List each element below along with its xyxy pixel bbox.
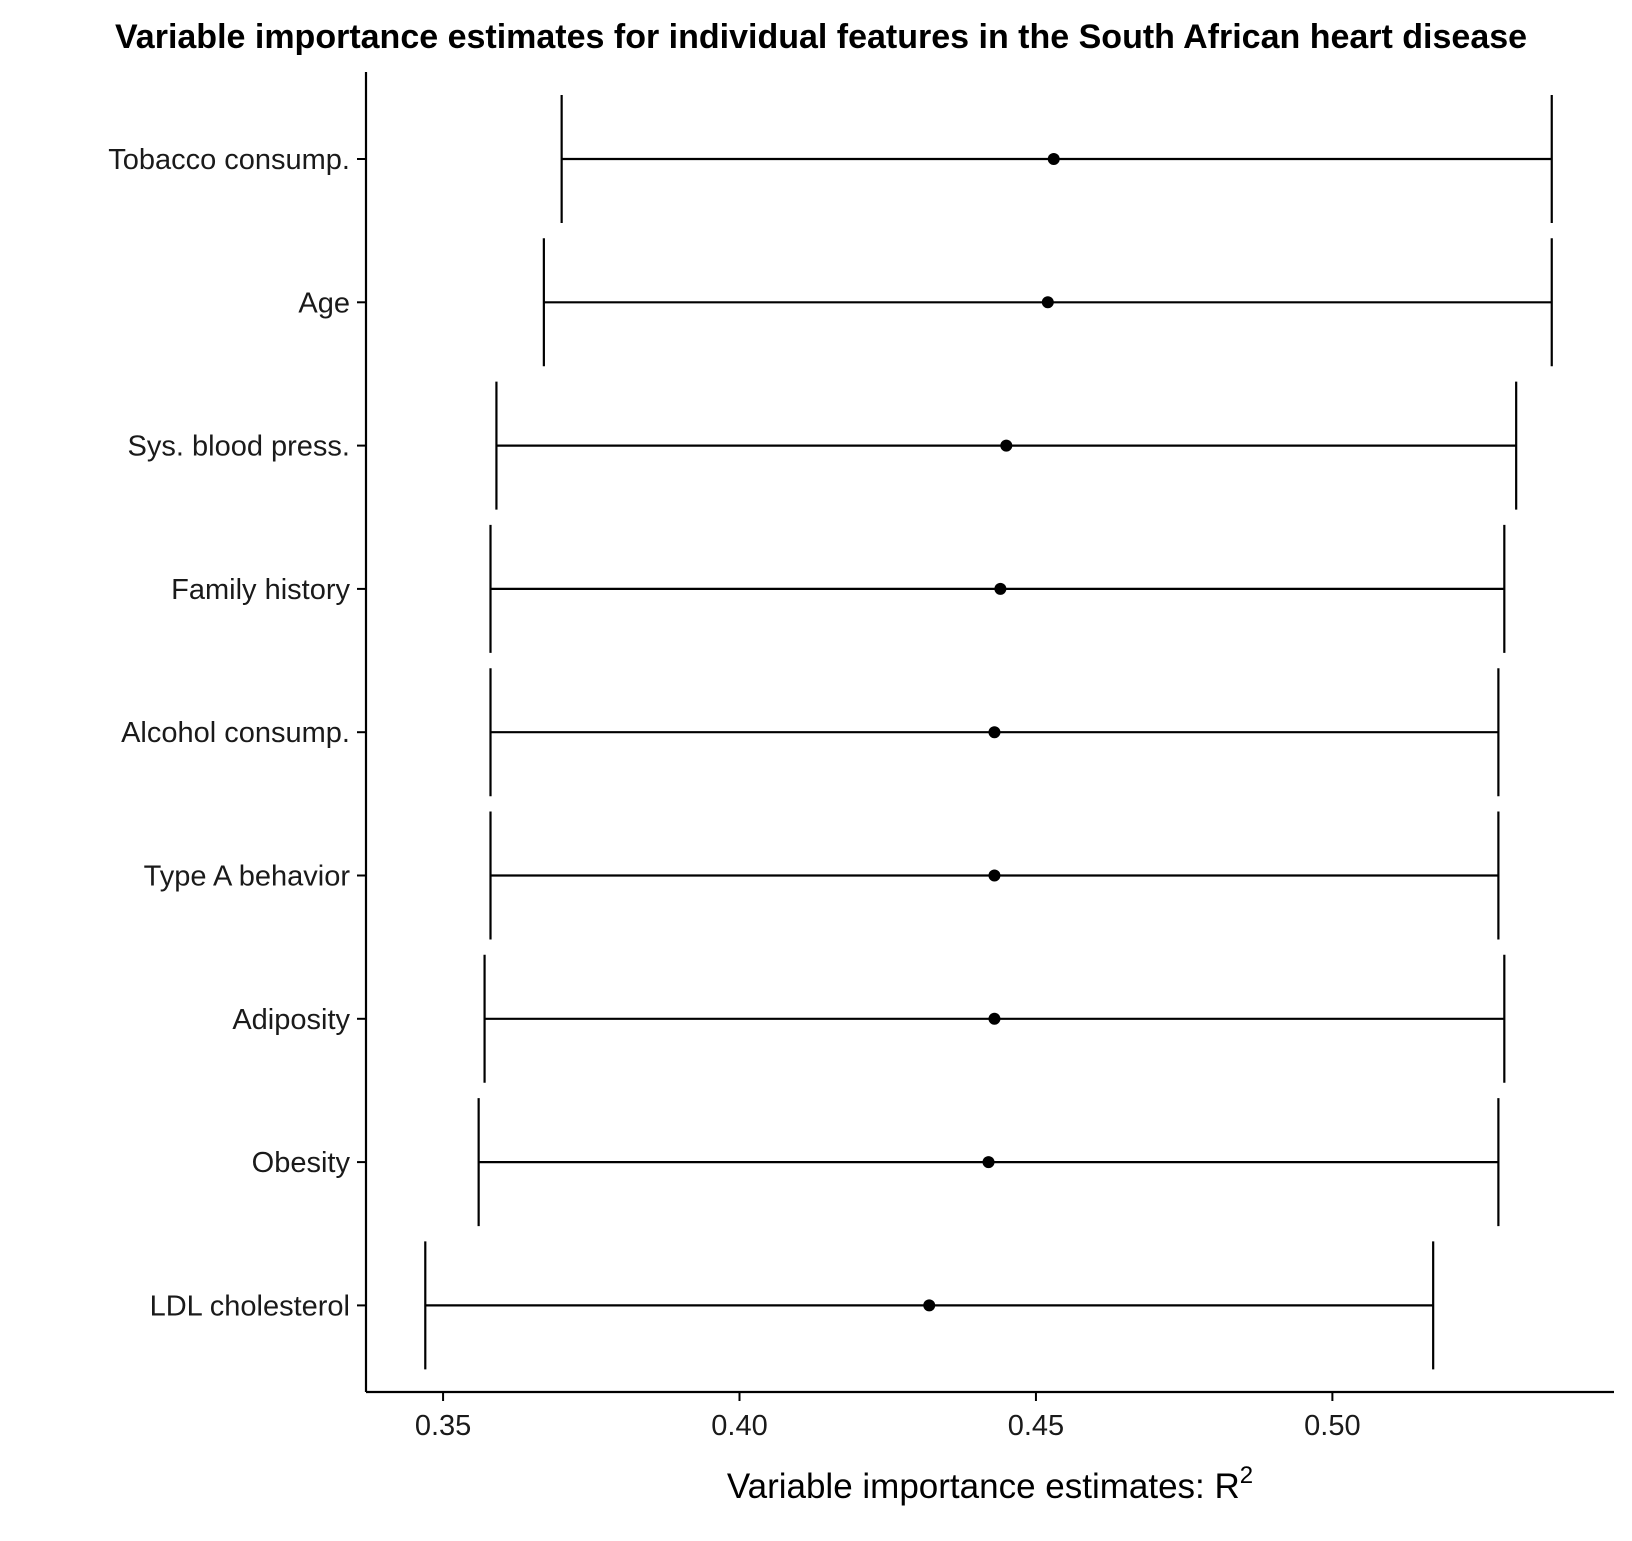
- x-tick-label-1: 0.40: [711, 1410, 767, 1442]
- y-axis-ticks: Tobacco consump. Age Sys. blood press. Fami…: [108, 144, 366, 1322]
- error-bars: [424, 95, 1553, 1370]
- x-axis-title-superscript: 2: [1240, 1462, 1253, 1489]
- x-axis-title: Variable importance estimates: R2: [727, 1462, 1253, 1506]
- estimate-point-family-history: [994, 582, 1007, 595]
- x-axis-ticks: 0.35 0.40 0.45 0.50: [415, 1392, 1361, 1442]
- estimate-point-alcohol-consump: [988, 726, 1001, 739]
- y-tick-label-age: Age: [298, 287, 350, 319]
- y-tick-label-adiposity: Adiposity: [232, 1004, 350, 1036]
- estimate-point-tobacco-consump: [1047, 153, 1060, 165]
- chart-title: Variable importance estimates for indivi…: [115, 18, 1527, 56]
- estimate-point-sys-blood-press: [1000, 439, 1013, 452]
- estimate-point-adiposity: [988, 1012, 1001, 1025]
- y-tick-label-type-a-behavior: Type A behavior: [144, 861, 351, 893]
- y-tick-label-tobacco-consump: Tobacco consump.: [108, 144, 350, 176]
- y-tick-label-sys-blood-press: Sys. blood press.: [128, 431, 350, 463]
- estimate-point-age: [1041, 296, 1054, 309]
- estimate-point-ldl-cholesterol: [923, 1299, 936, 1312]
- estimate-point-type-a-behavior: [988, 869, 1001, 882]
- x-tick-label-3: 0.50: [1304, 1410, 1360, 1442]
- y-tick-label-obesity: Obesity: [252, 1147, 351, 1179]
- estimate-point-obesity: [982, 1156, 995, 1169]
- x-tick-label-0: 0.35: [415, 1410, 471, 1442]
- x-tick-label-2: 0.45: [1008, 1410, 1064, 1442]
- y-tick-label-alcohol-consump: Alcohol consump.: [121, 717, 350, 749]
- x-axis-title-main: Variable importance estimates: R: [727, 1467, 1240, 1506]
- y-tick-label-ldl-cholesterol: LDL cholesterol: [150, 1290, 350, 1322]
- y-tick-label-family-history: Family history: [171, 574, 350, 606]
